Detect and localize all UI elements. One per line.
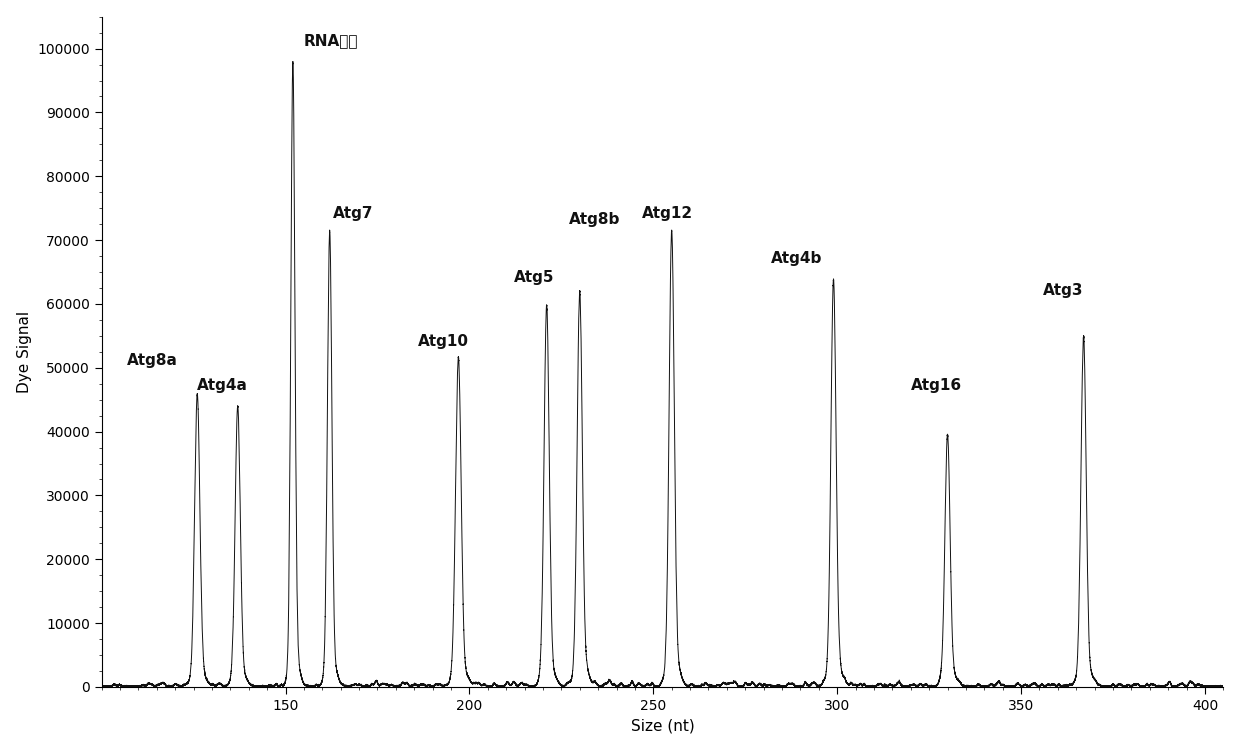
Text: Atg8a: Atg8a (128, 352, 179, 368)
Text: Atg8b: Atg8b (569, 212, 620, 227)
Text: Atg5: Atg5 (513, 270, 554, 285)
Text: Atg16: Atg16 (910, 378, 962, 393)
Text: Atg3: Atg3 (1043, 283, 1084, 298)
X-axis label: Size (nt): Size (nt) (631, 718, 694, 734)
Text: Atg4b: Atg4b (771, 251, 822, 266)
Text: Atg12: Atg12 (642, 206, 693, 221)
Y-axis label: Dye Signal: Dye Signal (16, 310, 32, 393)
Text: Atg7: Atg7 (334, 206, 373, 221)
Text: RNA内参: RNA内参 (304, 34, 358, 49)
Text: Atg4a: Atg4a (197, 378, 248, 393)
Text: Atg10: Atg10 (418, 334, 469, 349)
